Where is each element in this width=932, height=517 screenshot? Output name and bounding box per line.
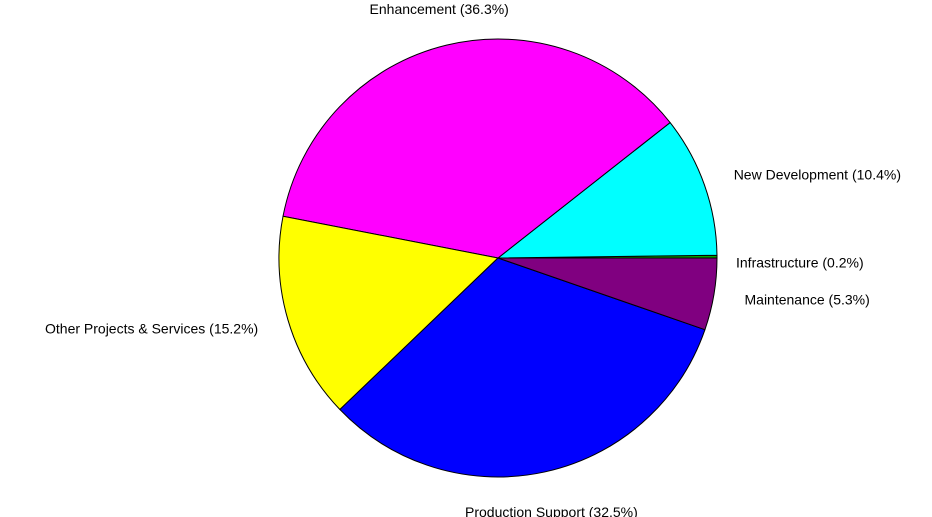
pie-labels: Infrastructure (0.2%) New Development (10… [45, 1, 901, 517]
pie-label-other-projects-and-services: Other Projects & Services (15.2%) [45, 321, 258, 337]
pie-label-enhancement: Enhancement (36.3%) [370, 1, 509, 17]
pie-slice-maintenance [497, 257, 718, 331]
pie-label-maintenance: Maintenance (5.3%) [745, 292, 870, 308]
pie-slice-new-development [497, 122, 718, 259]
pie-slice-enhancement [282, 38, 671, 259]
pie-slice-other-projects-and-services [278, 215, 499, 411]
pie-label-infrastructure: Infrastructure (0.2%) [736, 254, 864, 270]
pie-slices [278, 38, 718, 478]
pie-label-production-support: Production Support (32.5%) [465, 504, 638, 517]
pie-slice-production-support [339, 257, 706, 478]
pie-label-new-development: New Development (10.4%) [734, 167, 901, 183]
